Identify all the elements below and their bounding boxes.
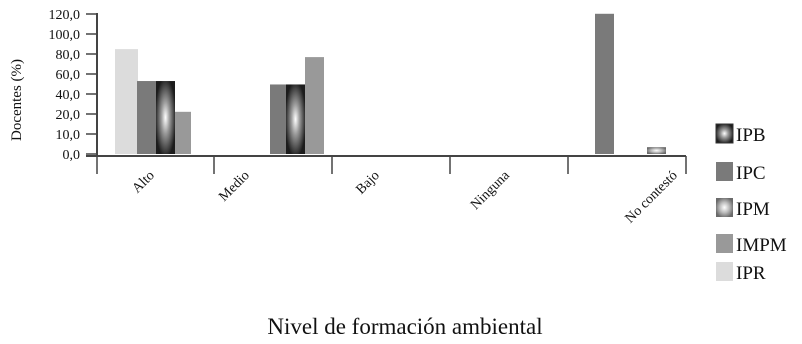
legend-label-ipb: IPB	[736, 125, 766, 146]
bars	[115, 13, 666, 155]
legend-swatch-ipb	[715, 123, 734, 144]
bar-ipc	[270, 84, 286, 154]
bar-impm	[175, 111, 191, 154]
y-tick-label: 10,0	[56, 128, 81, 143]
legend-label-ipm: IPM	[736, 199, 770, 220]
bar-ipb	[286, 84, 305, 154]
x-tick-label: Medio	[216, 168, 252, 204]
legend: IPB IPC IPM IMPM IPR	[715, 123, 787, 284]
y-tick-label: 60,0	[56, 68, 81, 83]
y-ticks	[86, 13, 97, 155]
legend-label-ipr: IPR	[736, 263, 766, 284]
y-tick-label: 80,0	[56, 48, 81, 63]
x-tick-label: No contestó	[623, 168, 681, 226]
y-tick-label: 120,0	[49, 8, 81, 23]
x-tick-label: Ninguna	[468, 168, 513, 213]
y-tick-label: 0,0	[63, 148, 81, 163]
x-ticks	[96, 156, 687, 174]
bar-ipc	[595, 13, 614, 155]
legend-swatch-ipm	[716, 198, 733, 217]
bar-ipr	[115, 49, 138, 155]
bar-ipc	[137, 81, 156, 154]
legend-swatch-impm	[716, 234, 733, 253]
legend-label-impm: IMPM	[736, 235, 787, 256]
y-axis-title: Docentes (%)	[9, 59, 25, 141]
y-tick-labels: 0,0 10,0 20,0 40,0 60,0 80,0 100,0 120,0	[49, 8, 81, 163]
y-tick-label: 20,0	[56, 108, 81, 123]
x-axis-title: Nivel de formación ambiental	[267, 314, 542, 339]
bar-impm	[305, 57, 324, 154]
legend-swatch-ipr	[716, 262, 733, 281]
x-tick-label: Bajo	[354, 168, 383, 197]
bar-ipm	[647, 147, 666, 154]
y-tick-label: 40,0	[56, 88, 81, 103]
legend-label-ipc: IPC	[736, 163, 766, 184]
bar-ipb	[156, 81, 175, 154]
y-tick-label: 100,0	[49, 28, 81, 43]
x-tick-label: Alto	[130, 168, 158, 196]
legend-swatch-ipc	[716, 162, 733, 181]
x-tick-labels: Alto Medio Bajo Ninguna No contestó	[130, 168, 681, 227]
